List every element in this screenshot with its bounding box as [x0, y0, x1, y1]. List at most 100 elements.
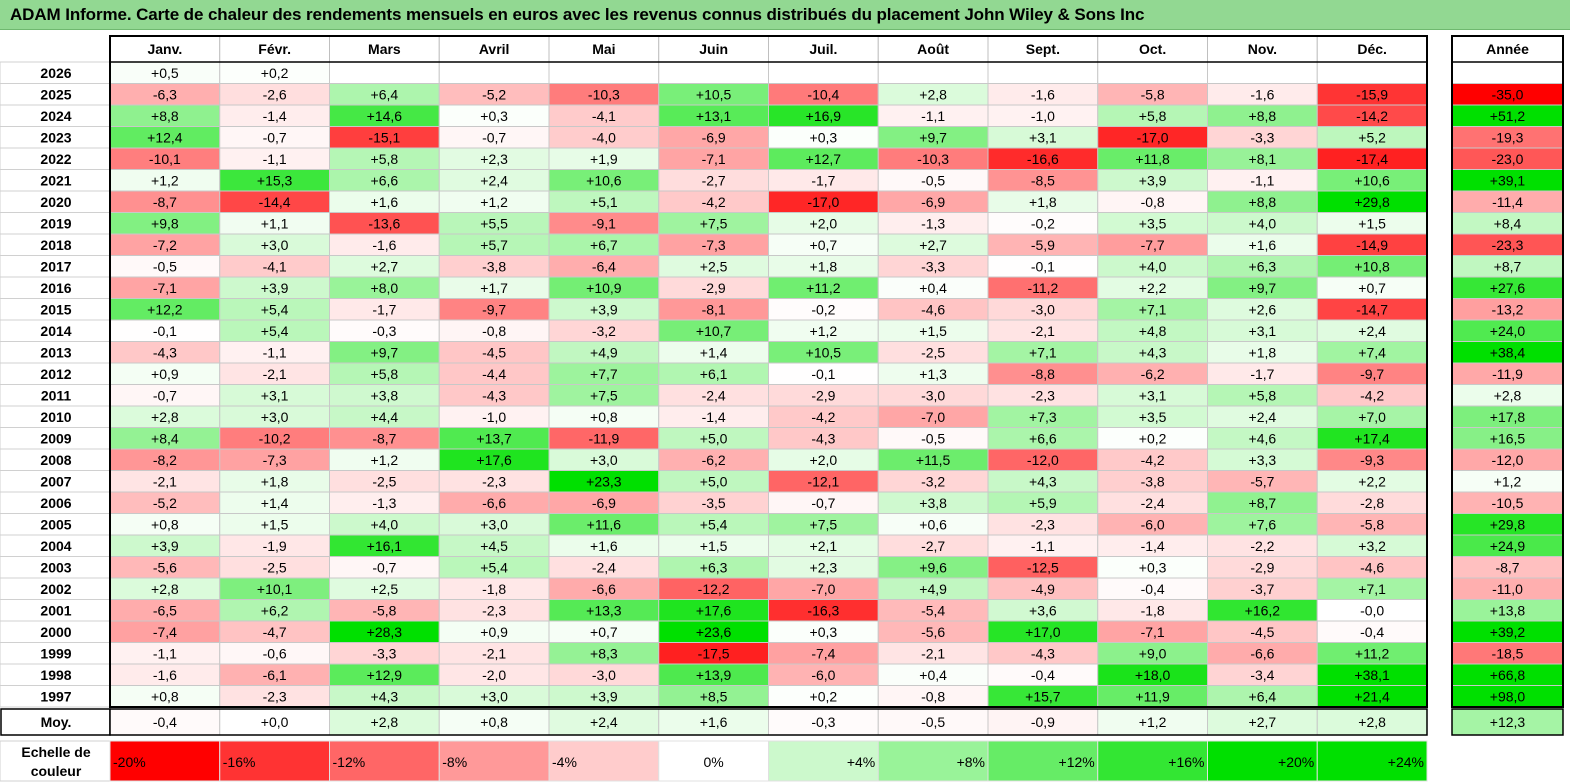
- cell-value: +0,5: [151, 65, 179, 81]
- cell-value: -2,1: [1031, 323, 1055, 339]
- cell-value: +9,7: [919, 130, 947, 146]
- cell-value: +0,2: [810, 689, 838, 705]
- cell-value: -1,6: [1250, 87, 1274, 103]
- cell-value: +1,4: [700, 345, 728, 361]
- cell-value: +6,4: [1249, 689, 1277, 705]
- cell-value: +5,4: [700, 517, 728, 533]
- heatmap-cell: [768, 61, 879, 84]
- cell-value: +2,5: [700, 259, 728, 275]
- cell-value: +3,9: [590, 302, 618, 318]
- heatmap-cell: [438, 61, 550, 84]
- annual-value: +1,2: [1494, 474, 1522, 490]
- cell-value: +11,5: [916, 452, 951, 468]
- cell-value: -6,6: [1250, 646, 1274, 662]
- year-label: 1999: [40, 646, 71, 662]
- cell-value: -7,1: [702, 151, 726, 167]
- cell-value: +8,8: [1249, 194, 1277, 210]
- cell-value: -1,0: [482, 409, 506, 425]
- average-value: +2,4: [590, 714, 618, 730]
- cell-value: -0,5: [921, 173, 945, 189]
- cell-value: +0,8: [151, 689, 179, 705]
- cell-value: -17,5: [698, 646, 730, 662]
- cell-value: +5,0: [700, 474, 728, 490]
- month-header: Mai: [592, 41, 615, 57]
- cell-value: +3,9: [261, 280, 289, 296]
- cell-value: -12,2: [698, 581, 730, 597]
- year-label: 2005: [40, 517, 71, 533]
- year-label: 2012: [40, 366, 71, 382]
- cell-value: +2,5: [371, 581, 399, 597]
- average-value: -0,4: [153, 714, 177, 730]
- cell-value: +5,7: [480, 237, 508, 253]
- legend-step-label: -12%: [333, 754, 366, 770]
- average-value: -0,3: [811, 714, 835, 730]
- cell-value: -14,7: [1356, 302, 1388, 318]
- cell-value: -7,3: [263, 452, 287, 468]
- cell-value: +4,0: [1249, 216, 1277, 232]
- cell-value: +17,6: [476, 452, 512, 468]
- year-label: 2009: [40, 431, 71, 447]
- average-value: -0,5: [921, 714, 945, 730]
- cell-value: -3,7: [1250, 581, 1274, 597]
- annual-value: +24,9: [1490, 538, 1526, 554]
- cell-value: +1,2: [480, 194, 508, 210]
- cell-value: -4,2: [1360, 388, 1384, 404]
- cell-value: -14,2: [1356, 108, 1388, 124]
- cell-value: -2,1: [263, 366, 287, 382]
- cell-value: +1,8: [810, 259, 838, 275]
- cell-value: -0,7: [372, 560, 396, 576]
- cell-value: -1,6: [153, 667, 177, 683]
- cell-value: +8,5: [700, 689, 728, 705]
- cell-value: +17,6: [696, 603, 732, 619]
- cell-value: -1,0: [1031, 108, 1055, 124]
- cell-value: -3,0: [921, 388, 945, 404]
- legend-swatch: [109, 740, 221, 782]
- legend-step-label: -20%: [113, 754, 146, 770]
- month-header: Janv.: [147, 41, 182, 57]
- cell-value: -3,8: [1141, 474, 1165, 490]
- annual-value: -23,0: [1492, 151, 1524, 167]
- cell-value: -4,0: [592, 130, 616, 146]
- cell-value: +28,3: [367, 624, 403, 640]
- cell-value: +7,1: [1139, 302, 1167, 318]
- cell-value: -2,4: [702, 388, 726, 404]
- cell-value: -3,3: [1250, 130, 1274, 146]
- cell-value: -0,7: [811, 495, 835, 511]
- cell-value: -1,8: [1141, 603, 1165, 619]
- legend-swatch: [658, 740, 769, 782]
- cell-value: +3,1: [1139, 388, 1167, 404]
- cell-value: +0,2: [1139, 431, 1167, 447]
- cell-value: +4,6: [1249, 431, 1277, 447]
- cell-value: -4,3: [1031, 646, 1055, 662]
- cell-value: +16,2: [1245, 603, 1281, 619]
- cell-value: -7,1: [1141, 624, 1165, 640]
- cell-value: -6,9: [592, 495, 616, 511]
- year-label: 2024: [40, 108, 71, 124]
- cell-value: -4,7: [263, 624, 287, 640]
- annual-value: +24,0: [1490, 323, 1526, 339]
- annual-value: -13,2: [1492, 302, 1524, 318]
- legend-swatch: [219, 740, 330, 782]
- cell-value: -6,9: [921, 194, 945, 210]
- cell-value: +17,4: [1354, 431, 1390, 447]
- cell-value: -0,5: [921, 431, 945, 447]
- annual-value: +17,8: [1490, 409, 1526, 425]
- cell-value: -5,2: [153, 495, 177, 511]
- cell-value: +2,4: [1249, 409, 1277, 425]
- year-label: 2007: [40, 474, 71, 490]
- cell-value: -8,8: [1031, 366, 1055, 382]
- cell-value: -1,1: [921, 108, 945, 124]
- cell-value: +3,8: [371, 388, 399, 404]
- month-block-border: [109, 35, 1428, 708]
- cell-value: -15,9: [1356, 87, 1388, 103]
- cell-value: -2,9: [811, 388, 835, 404]
- cell-value: +4,4: [371, 409, 399, 425]
- year-label: 2002: [40, 581, 71, 597]
- legend-step-label: +8%: [957, 754, 985, 770]
- cell-value: -3,3: [921, 259, 945, 275]
- year-label: 2019: [40, 216, 71, 232]
- cell-value: +16,9: [806, 108, 842, 124]
- average-value: +2,8: [1358, 714, 1386, 730]
- cell-value: -0,8: [1141, 194, 1165, 210]
